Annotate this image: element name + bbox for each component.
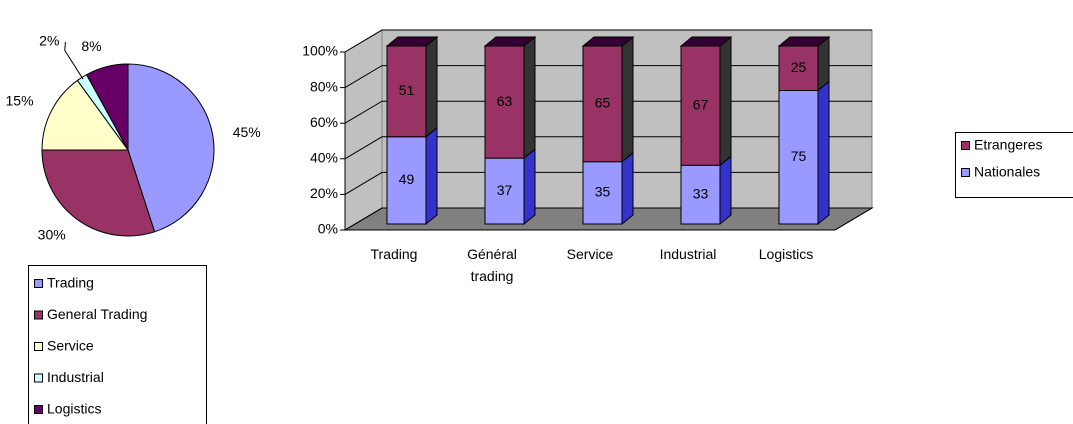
legend-label: Trading xyxy=(47,275,94,291)
legend-label: Industrial xyxy=(47,369,104,385)
legend-swatch xyxy=(961,168,970,177)
bar-side xyxy=(425,35,438,138)
legend-swatch xyxy=(34,373,43,383)
side-wall xyxy=(344,29,383,231)
bar-side xyxy=(719,155,732,226)
value-label: 33 xyxy=(693,185,709,201)
bar-side xyxy=(621,151,634,226)
bar-side xyxy=(523,148,536,226)
value-label: 75 xyxy=(791,148,807,164)
legend-box xyxy=(955,132,1073,198)
bar xyxy=(778,90,819,225)
bar xyxy=(484,157,525,225)
bar xyxy=(386,136,427,225)
bar-top xyxy=(679,36,733,47)
pie-label: 15% xyxy=(6,93,34,109)
bar-side xyxy=(425,126,438,226)
legend-label: General Trading xyxy=(47,306,147,322)
bar-side xyxy=(817,80,830,226)
legend-swatch xyxy=(961,141,970,150)
x-tick-label: Service xyxy=(566,246,614,262)
y-tick-label: 40% xyxy=(310,150,338,166)
leader-line xyxy=(64,41,84,80)
pie-slice xyxy=(85,63,129,151)
legend-swatch xyxy=(34,310,43,320)
pie-label: 30% xyxy=(38,226,66,242)
x-tick-label: Trading xyxy=(370,246,418,262)
bar-top xyxy=(581,36,635,47)
legend-swatch xyxy=(34,279,43,288)
bar-top xyxy=(385,36,439,47)
value-label: 25 xyxy=(791,59,807,75)
bar-top xyxy=(483,36,537,47)
x-tick-label: Logistics xyxy=(758,246,814,262)
y-tick-label: 20% xyxy=(310,185,338,201)
x-tick-label: Général trading xyxy=(467,246,517,284)
bar-side xyxy=(523,35,536,160)
bar xyxy=(582,45,623,163)
value-label: 35 xyxy=(595,184,611,200)
floor-edge xyxy=(834,207,873,231)
bar-top xyxy=(777,36,831,47)
bar-side xyxy=(719,35,732,167)
pie-label: 45% xyxy=(233,124,261,140)
pie-label: 8% xyxy=(81,38,101,54)
bar xyxy=(582,161,623,225)
bar xyxy=(484,45,525,159)
value-label: 51 xyxy=(399,82,415,98)
pie-slice xyxy=(41,149,156,237)
value-label: 67 xyxy=(693,96,709,112)
value-label: 65 xyxy=(595,95,611,111)
grid-line xyxy=(344,29,872,53)
bar xyxy=(386,45,427,138)
y-tick-label: 100% xyxy=(302,43,338,59)
y-tick-label: 0% xyxy=(318,221,338,237)
legend-label: Service xyxy=(47,338,94,354)
legend-label: Nationales xyxy=(974,164,1040,180)
legend-label: Logistics xyxy=(47,401,101,417)
legend-label: Etrangeres xyxy=(974,137,1042,153)
value-label: 63 xyxy=(497,93,513,109)
pie-slice xyxy=(41,79,129,151)
value-label: 49 xyxy=(399,171,415,187)
bar xyxy=(680,164,721,225)
legend-swatch xyxy=(34,405,43,414)
y-tick-label: 60% xyxy=(310,114,338,130)
legend-swatch xyxy=(34,342,43,351)
pie-label: 2% xyxy=(39,33,59,49)
pie-slice xyxy=(127,63,215,233)
bar-side xyxy=(621,35,634,163)
legend-box xyxy=(28,265,207,424)
bar xyxy=(680,45,721,166)
y-tick-label: 80% xyxy=(310,78,338,94)
x-tick-label: Industrial xyxy=(659,246,717,262)
value-label: 37 xyxy=(497,182,513,198)
